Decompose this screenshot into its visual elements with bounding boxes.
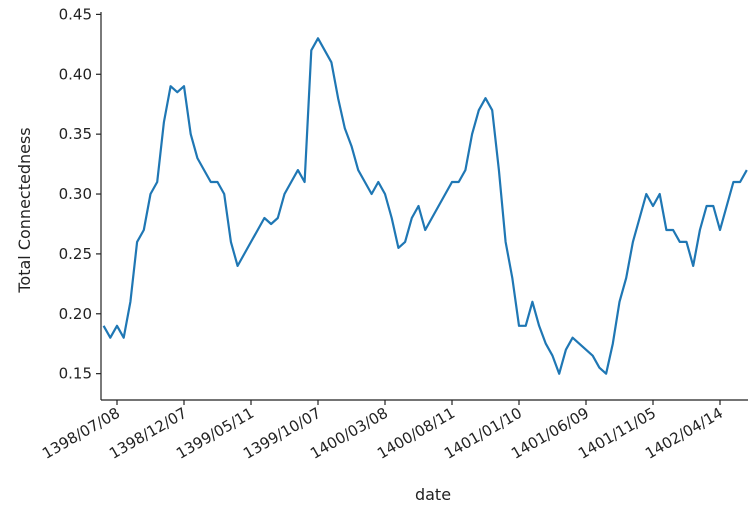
line (102, 37, 748, 375)
y-tick-label: 0.35 (59, 125, 92, 143)
y-tick-label: 0.25 (59, 245, 92, 263)
y-tick-label: 0.20 (59, 305, 92, 323)
y-axis-label: Total Connectedness (15, 127, 34, 293)
y-tick-label: 0.45 (59, 5, 92, 23)
y-tick-label: 0.15 (59, 365, 92, 383)
x-axis-label: date (415, 485, 451, 504)
y-tick-label: 0.40 (59, 65, 92, 83)
y-tick-label: 0.30 (59, 185, 92, 203)
